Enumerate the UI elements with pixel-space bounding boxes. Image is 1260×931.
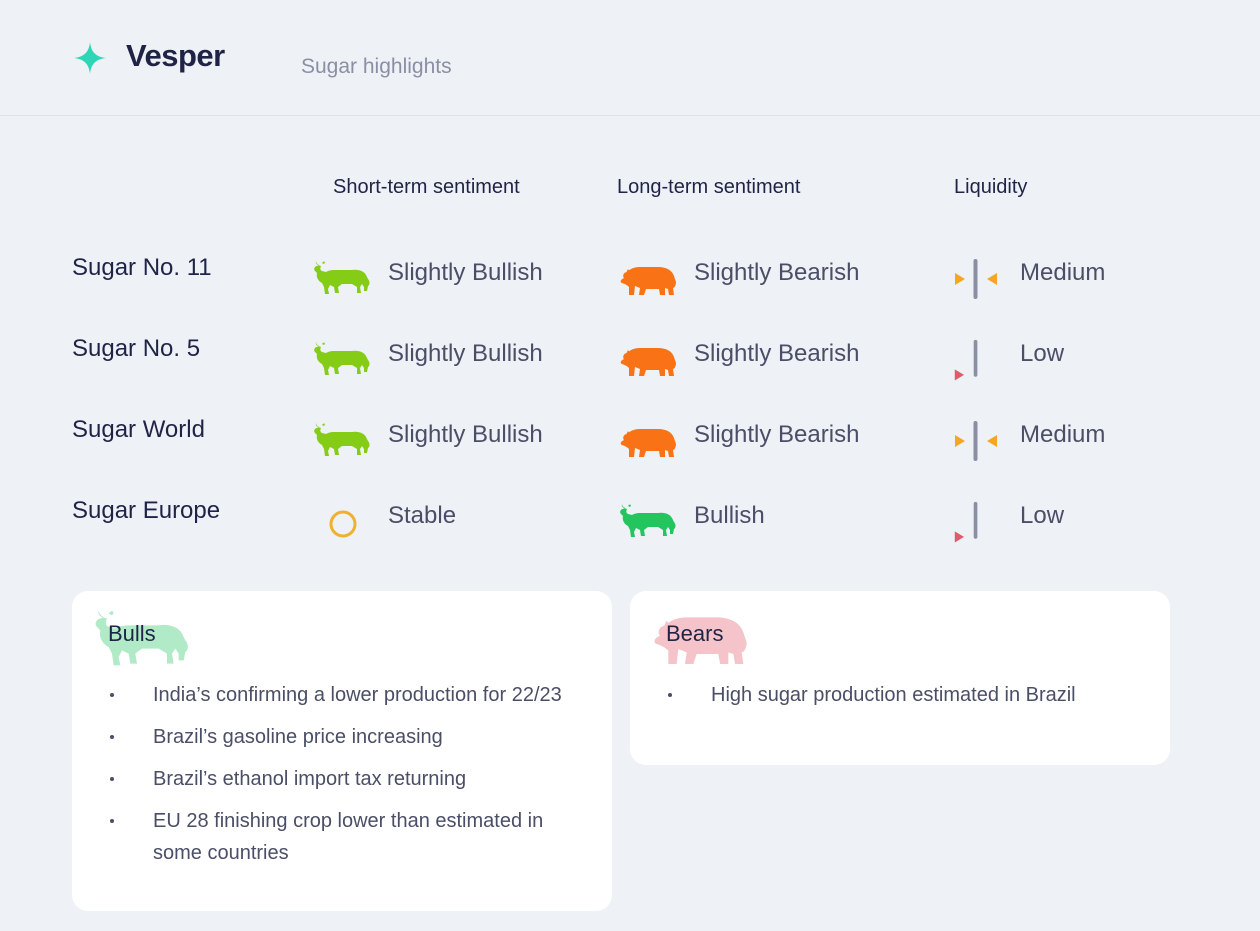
stable-circle-icon xyxy=(329,510,357,538)
row-label-sugar-world: Sugar World xyxy=(72,416,205,443)
bull-icon xyxy=(312,257,372,297)
row-label-sugar-no-5: Sugar No. 5 xyxy=(72,335,201,362)
sparkle-logo-icon xyxy=(74,42,106,74)
liquidity-value: Low xyxy=(1020,502,1065,529)
row-label-sugar-europe: Sugar Europe xyxy=(72,497,221,524)
liquidity-value: Medium xyxy=(1020,421,1106,448)
liquidity-low-icon xyxy=(954,339,978,381)
row-label-sugar-no-11: Sugar No. 11 xyxy=(72,254,212,281)
column-header-long-term: Long-term sentiment xyxy=(617,176,801,198)
brand-name[interactable]: Vesper xyxy=(126,38,225,73)
column-header-short-term: Short-term sentiment xyxy=(333,176,520,198)
short-term-value: Stable xyxy=(388,502,457,529)
short-term-value: Slightly Bullish xyxy=(388,259,543,286)
bulls-card: Bulls India’s confirming a lower product… xyxy=(72,591,612,911)
list-item: High sugar production estimated in Brazi… xyxy=(630,679,1170,711)
list-item: EU 28 finishing crop lower than estimate… xyxy=(72,805,612,869)
liquidity-value: Medium xyxy=(1020,259,1106,286)
bull-icon xyxy=(618,500,678,540)
liquidity-value: Low xyxy=(1020,340,1065,367)
list-item: Brazil’s gasoline price increasing xyxy=(72,721,612,753)
short-term-value: Slightly Bullish xyxy=(388,421,543,448)
bulls-title: Bulls xyxy=(108,621,156,646)
bear-icon xyxy=(618,262,678,298)
long-term-value: Slightly Bearish xyxy=(694,340,860,367)
liquidity-medium-icon xyxy=(955,259,997,299)
long-term-value: Slightly Bearish xyxy=(694,259,860,286)
top-bar: Vesper Sugar highlights xyxy=(0,0,1260,116)
bears-title: Bears xyxy=(666,621,724,646)
bears-card: Bears High sugar production estimated in… xyxy=(630,591,1170,765)
liquidity-medium-icon xyxy=(955,421,997,461)
column-header-liquidity: Liquidity xyxy=(954,176,1028,198)
short-term-value: Slightly Bullish xyxy=(388,340,543,367)
long-term-value: Slightly Bearish xyxy=(694,421,860,448)
bulls-list: India’s confirming a lower production fo… xyxy=(72,679,612,879)
bear-icon xyxy=(618,343,678,379)
long-term-value: Bullish xyxy=(694,502,765,529)
bull-icon xyxy=(312,419,372,459)
liquidity-low-icon xyxy=(954,501,978,543)
list-item: Brazil’s ethanol import tax returning xyxy=(72,763,612,795)
bears-list: High sugar production estimated in Brazi… xyxy=(630,679,1170,721)
bear-icon xyxy=(618,424,678,460)
bull-icon xyxy=(312,338,372,378)
section-title: Sugar highlights xyxy=(301,55,452,78)
list-item: India’s confirming a lower production fo… xyxy=(72,679,612,711)
